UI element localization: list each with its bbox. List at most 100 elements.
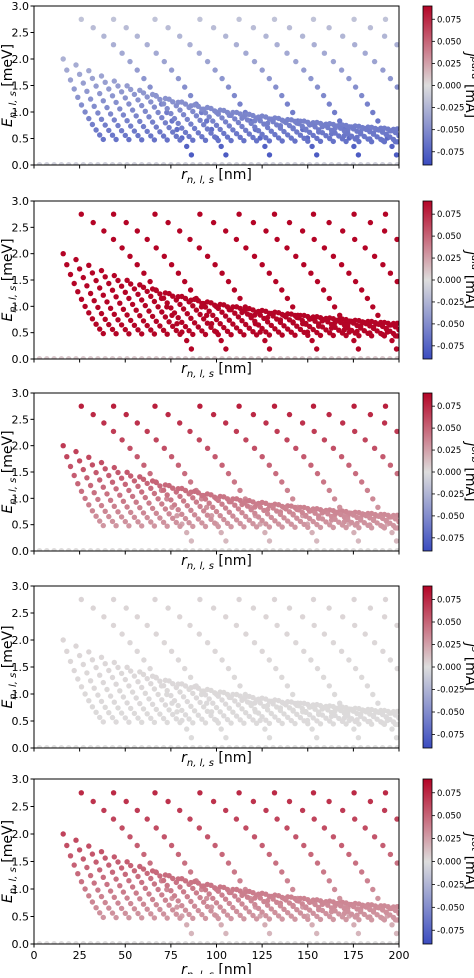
data-point — [204, 700, 210, 706]
data-point — [129, 884, 136, 890]
data-point — [241, 138, 247, 144]
data-point — [225, 665, 232, 672]
data-point — [266, 346, 273, 352]
data-point — [352, 278, 359, 285]
data-point — [110, 428, 117, 435]
data-point — [394, 860, 399, 866]
data-point — [197, 311, 203, 318]
data-point — [358, 356, 364, 359]
data-point — [144, 622, 150, 629]
x-axis-label: rn, l, s [nm] — [181, 553, 252, 572]
data-point — [78, 296, 85, 302]
data-point — [323, 133, 329, 139]
data-point — [129, 689, 136, 695]
data-point — [257, 700, 263, 706]
colorbar-tick-label: -0.075 — [437, 731, 464, 741]
data-point — [219, 356, 225, 359]
data-point — [80, 548, 86, 551]
data-point — [301, 913, 307, 919]
data-point — [382, 403, 389, 409]
y-axis-label: En, l, s [meV] — [0, 820, 19, 903]
data-point — [228, 307, 234, 313]
data-point — [139, 684, 145, 691]
data-point — [193, 307, 200, 313]
data-point — [299, 420, 306, 426]
data-point — [153, 479, 159, 486]
data-point — [195, 880, 201, 886]
data-point — [371, 834, 378, 840]
data-point — [58, 162, 65, 165]
data-point — [202, 110, 209, 116]
data-point — [131, 906, 138, 912]
data-point — [389, 922, 395, 928]
data-point — [122, 95, 128, 101]
data-point — [197, 790, 203, 796]
data-point — [159, 501, 165, 507]
data-point — [371, 58, 378, 65]
data-point — [362, 437, 368, 443]
data-point — [186, 911, 192, 918]
data-point — [277, 745, 284, 748]
data-point — [293, 445, 299, 451]
data-point — [351, 403, 357, 409]
data-point — [339, 914, 346, 920]
data-point — [139, 162, 145, 165]
data-point — [193, 113, 200, 119]
data-point — [78, 102, 85, 108]
data-point — [166, 511, 172, 517]
data-point — [165, 219, 171, 226]
data-point — [184, 529, 190, 536]
data-point — [166, 902, 172, 908]
data-point — [76, 458, 83, 464]
data-point — [147, 278, 153, 285]
data-point — [292, 524, 298, 530]
data-point — [253, 501, 260, 507]
data-point — [119, 50, 125, 56]
y-tick-label: 2.5 — [12, 801, 30, 814]
data-point — [110, 236, 117, 243]
data-point — [367, 219, 374, 226]
data-point — [393, 930, 399, 937]
data-point — [281, 128, 287, 135]
data-point — [339, 718, 346, 724]
data-point — [118, 670, 125, 677]
data-point — [316, 321, 322, 327]
data-point — [177, 33, 183, 39]
data-point — [270, 356, 276, 359]
data-point — [110, 816, 117, 822]
data-point — [188, 315, 194, 321]
data-point — [355, 538, 362, 544]
data-point — [219, 745, 225, 748]
data-point — [375, 895, 381, 902]
y-tick-label: 2.0 — [12, 440, 30, 453]
colorbar-tick-label: 0.075 — [437, 402, 461, 412]
data-point — [204, 118, 210, 124]
data-point — [175, 356, 181, 359]
data-point — [118, 514, 125, 520]
colorbar-gradient — [422, 392, 433, 552]
x-axis-label: rn, l, s [nm] — [181, 167, 252, 186]
data-point — [338, 67, 345, 73]
data-point — [155, 304, 161, 310]
data-point — [208, 908, 214, 914]
data-point — [127, 834, 133, 840]
data-point — [182, 712, 189, 718]
data-point — [343, 721, 349, 727]
data-point — [168, 305, 174, 311]
data-point — [338, 648, 345, 654]
data-point — [306, 356, 313, 359]
data-point — [87, 872, 94, 879]
data-point — [106, 321, 112, 328]
data-point — [184, 116, 190, 123]
data-point — [95, 745, 101, 748]
data-point — [188, 152, 195, 158]
data-point — [111, 78, 118, 84]
data-point — [78, 488, 85, 494]
data-point — [389, 726, 395, 732]
data-point — [294, 711, 300, 717]
data-point — [237, 912, 243, 918]
data-point — [263, 33, 269, 39]
data-point — [301, 262, 307, 268]
data-point — [312, 706, 318, 712]
data-point — [295, 315, 302, 321]
